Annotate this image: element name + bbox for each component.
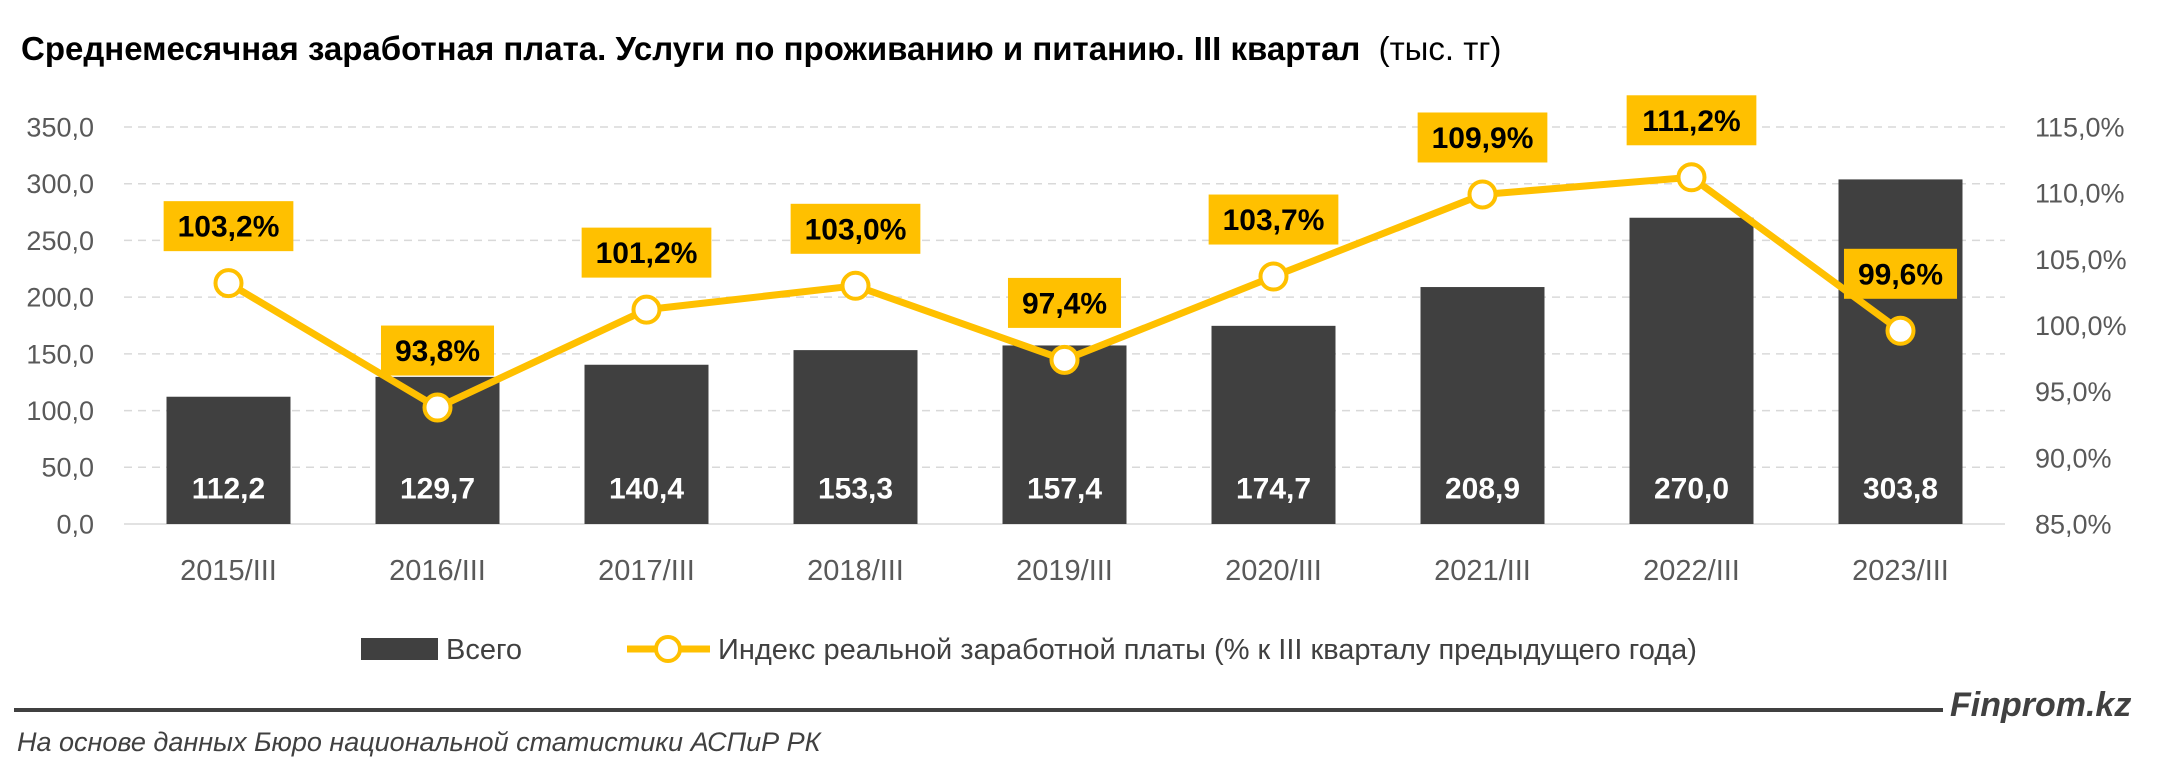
line-point (840, 270, 871, 301)
y-right-tick-label: 100,0% (2035, 311, 2127, 341)
line-value-label-box (1417, 112, 1548, 163)
x-tick-label: 2015/III (180, 555, 277, 587)
line-point (213, 268, 244, 299)
legend-marker-icon (654, 635, 682, 663)
legend-item-bars: Всего (361, 634, 522, 666)
y-right-tick-label: 115,0% (2035, 112, 2125, 142)
bar-value-label: 129,7 (400, 473, 475, 506)
x-tick-label: 2020/III (1225, 555, 1322, 587)
legend-label-bars: Всего (446, 634, 522, 666)
line-point (422, 392, 453, 423)
y-axis-left: 0,0 50,0 100,0 150,0 200,0 250,0 300,0 350,0 (26, 112, 94, 539)
x-tick-label: 2019/III (1016, 555, 1113, 587)
line-value-label: 103,2% (178, 211, 280, 244)
bar (166, 396, 291, 524)
legend: Всего Индекс реальной заработной платы (… (361, 634, 1697, 666)
y-left-tick-label: 0,0 (56, 509, 94, 539)
bar (584, 364, 709, 524)
bar-value-label: 303,8 (1863, 473, 1938, 506)
bar-value-label: 140,4 (609, 473, 684, 506)
line-point (631, 294, 662, 325)
bar-value-label: 174,7 (1236, 473, 1311, 506)
line-series (213, 162, 1916, 423)
x-tick-label: 2016/III (389, 555, 486, 587)
y-right-tick-label: 110,0% (2035, 179, 2125, 209)
x-tick-label: 2022/III (1643, 555, 1740, 587)
line-value-label: 103,7% (1223, 204, 1325, 237)
bar (793, 350, 918, 524)
line-point (1885, 315, 1916, 346)
line-value-label: 109,9% (1432, 122, 1534, 155)
y-left-tick-label: 50,0 (41, 453, 94, 483)
bar (1838, 179, 1963, 525)
line-value-label: 103,0% (805, 213, 907, 246)
line-value-label-box (1007, 277, 1122, 328)
line-value-label-box (163, 201, 294, 252)
y-right-tick-label: 85,0% (2035, 509, 2112, 539)
legend-item-line: Индекс реальной заработной платы (% к II… (627, 634, 1697, 666)
line-value-label-box (1208, 194, 1339, 245)
chart-title-unit: (тыс. тг) (1379, 30, 1502, 67)
line-value-label-box (790, 203, 921, 254)
bar-value-label: 112,2 (192, 473, 265, 506)
y-left-tick-label: 350,0 (26, 112, 94, 142)
bar-value-label: 270,0 (1654, 473, 1729, 506)
bar (1629, 217, 1754, 524)
bar (1211, 325, 1336, 524)
brand-logo-text: Finprom.kz (1950, 686, 2131, 724)
x-tick-label: 2023/III (1852, 555, 1949, 587)
chart-title-main: Среднемесячная заработная плата. Услуги … (21, 30, 1360, 67)
y-left-tick-label: 150,0 (26, 339, 94, 369)
bar-value-label: 157,4 (1027, 473, 1102, 506)
chart-title: Среднемесячная заработная плата. Услуги … (21, 30, 1501, 67)
line-value-label-box (1843, 248, 1958, 299)
line-value-label-box (1626, 95, 1757, 146)
bar-value-label: 153,3 (818, 473, 893, 506)
line-value-labels: 103,2% 93,8% 101,2% 103,0% 97,4% 103,7% 109,9%… (163, 95, 1958, 376)
x-tick-label: 2021/III (1434, 555, 1531, 587)
bar (1420, 287, 1545, 524)
y-left-tick-label: 300,0 (26, 169, 94, 199)
y-left-tick-label: 100,0 (26, 396, 94, 426)
source-note: На основе данных Бюро национальной стати… (17, 727, 823, 757)
y-left-tick-label: 250,0 (26, 226, 94, 256)
legend-label-line: Индекс реальной заработной платы (% к II… (718, 634, 1697, 666)
bar (1002, 345, 1127, 524)
y-left-tick-label: 200,0 (26, 283, 94, 313)
line-point (1258, 261, 1289, 292)
bar-value-label: 208,9 (1445, 473, 1520, 506)
line-point (1676, 162, 1707, 193)
y-right-tick-label: 90,0% (2035, 443, 2112, 473)
line-value-label-box (581, 227, 712, 278)
y-right-tick-label: 105,0% (2035, 245, 2127, 275)
y-axis-right: 85,0% 90,0% 95,0% 100,0% 105,0% 110,0% 115,0% (2035, 112, 2127, 539)
line-point (1467, 179, 1498, 210)
y-right-tick-label: 95,0% (2035, 377, 2112, 407)
x-tick-label: 2017/III (598, 555, 695, 587)
x-tick-label: 2018/III (807, 555, 904, 587)
line-value-label: 97,4% (1022, 287, 1107, 320)
bar-series: 112,2 129,7 140,4 153,3 157,4 174,7 208,9 270,0… (166, 179, 1963, 525)
line-value-label: 111,2% (1642, 105, 1740, 138)
line-value-label: 99,6% (1858, 258, 1943, 291)
legend-swatch-bars (361, 638, 438, 660)
line-point (1049, 344, 1080, 375)
line-value-label: 93,8% (395, 335, 480, 368)
line-value-label: 101,2% (596, 237, 698, 270)
x-axis: 2015/III 2016/III 2017/III 2018/III 2019/III… (180, 555, 1949, 587)
line-value-label-box (380, 325, 495, 376)
